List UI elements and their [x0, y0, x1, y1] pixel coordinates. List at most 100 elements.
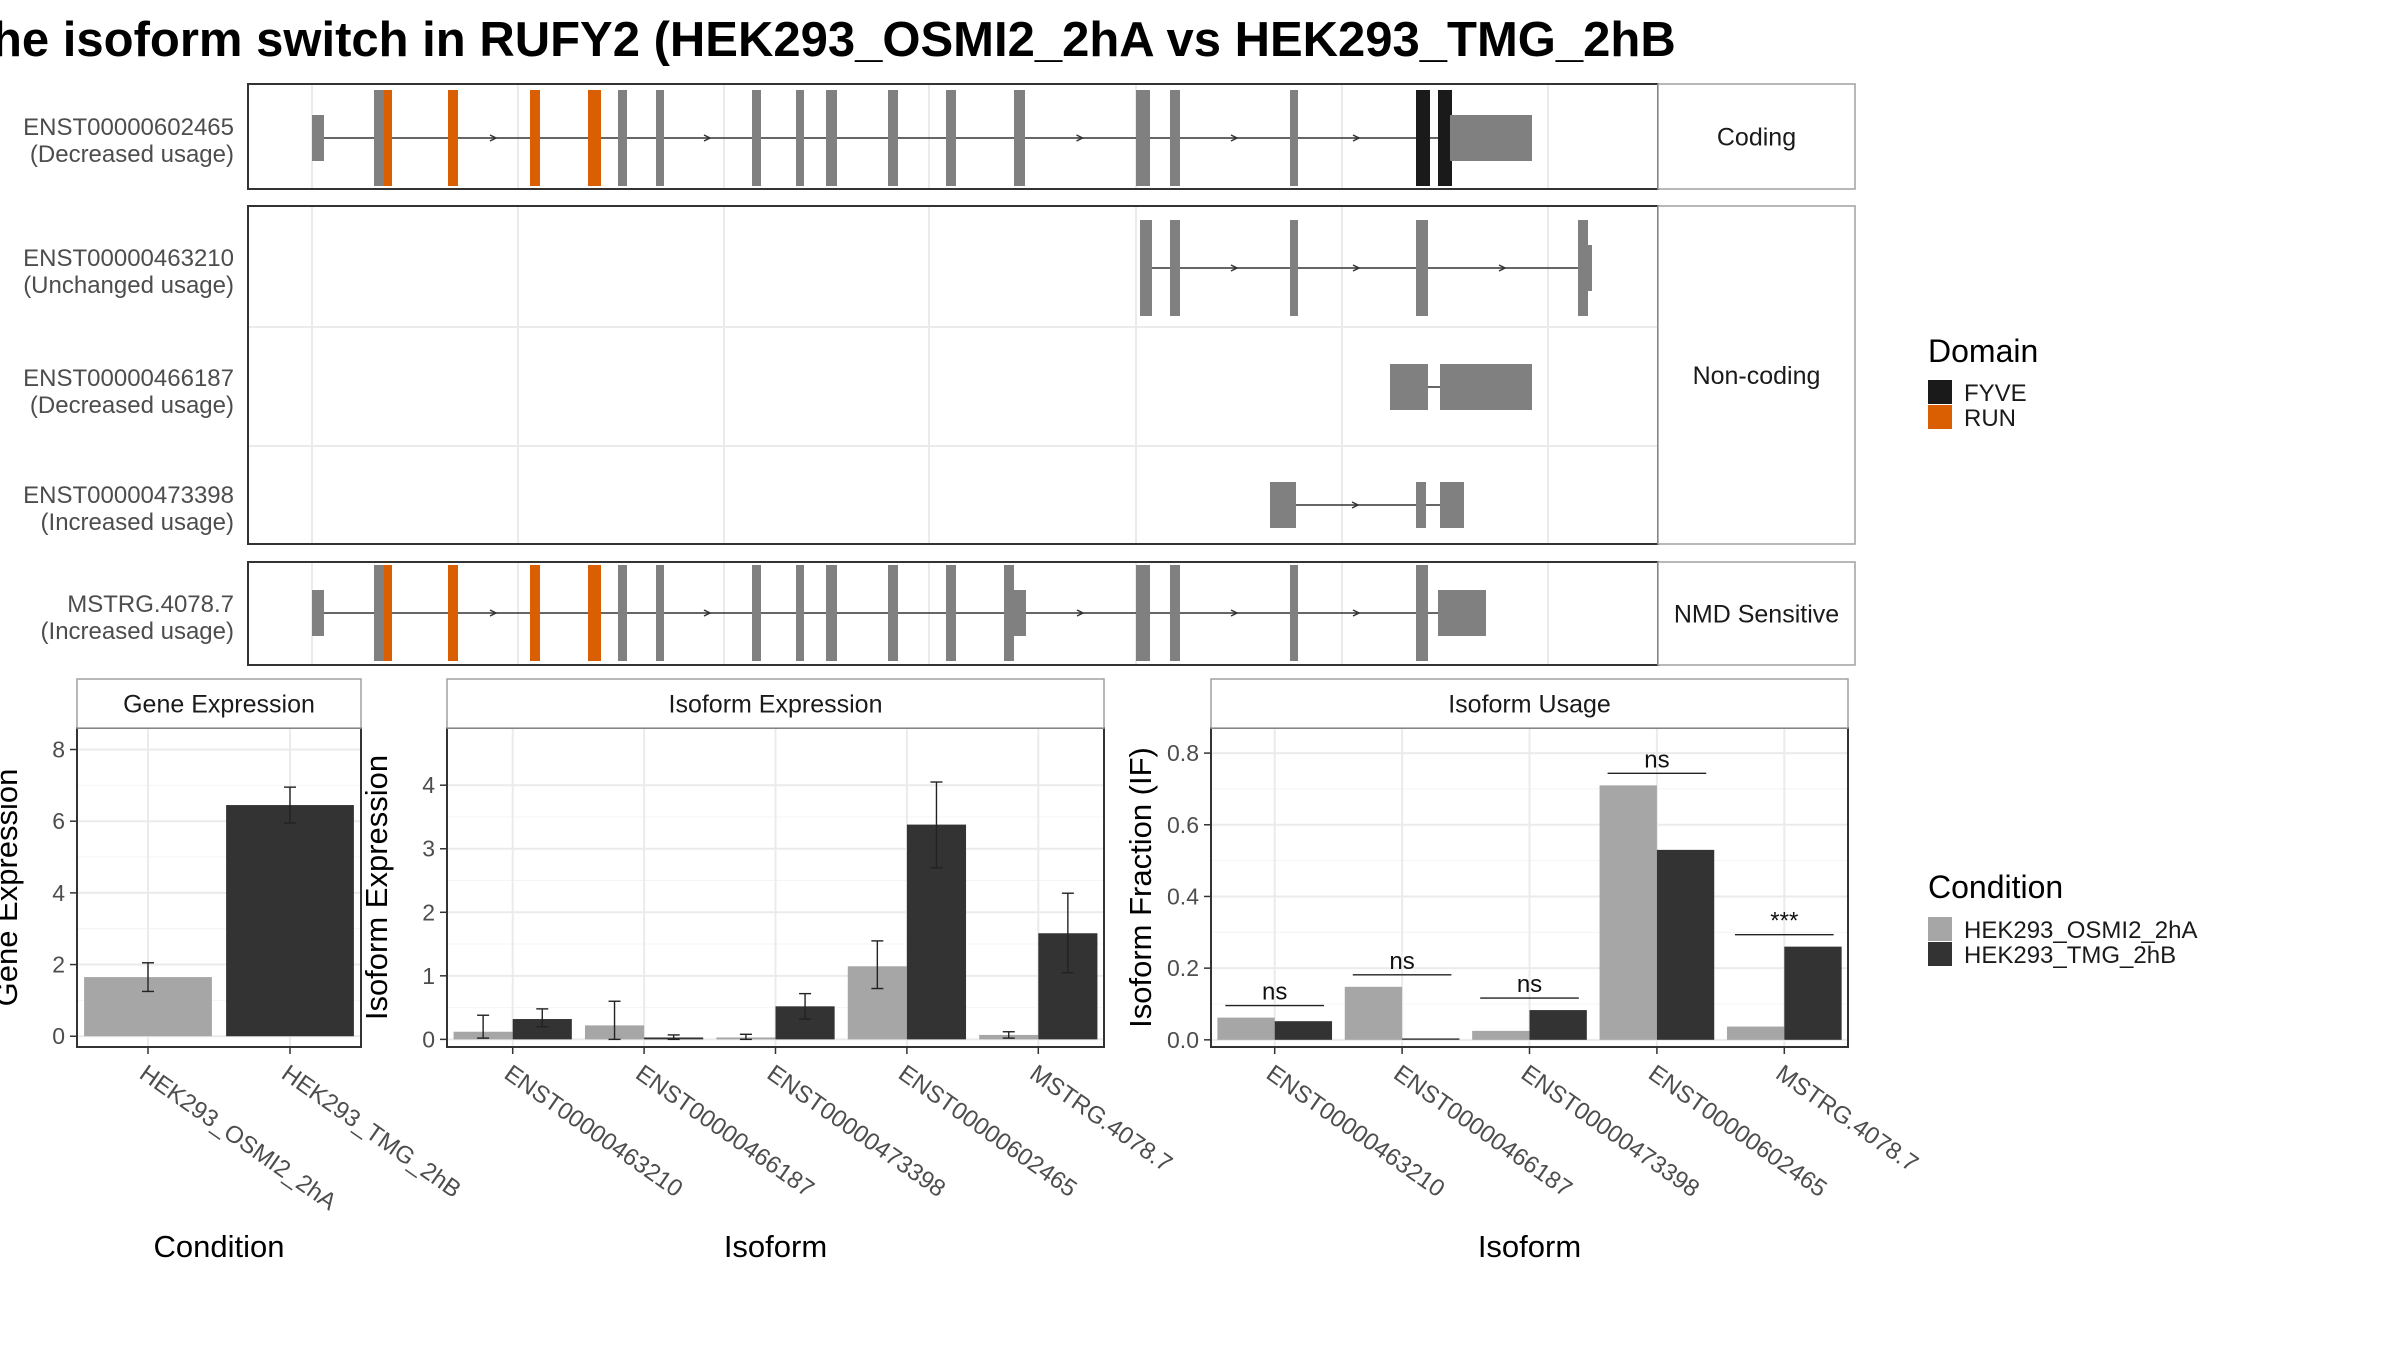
y-tick-label: 4	[52, 880, 65, 906]
chart-title: Isoform Usage	[1448, 691, 1611, 719]
run-domain-exon	[530, 90, 540, 186]
legend-key	[1928, 405, 1952, 429]
expression-bar-charts: Gene Expression02468HEK293_OSMI2_2hAHEK2…	[0, 678, 1923, 1264]
strand-arrow	[1352, 264, 1361, 272]
fyve-domain-exon	[1438, 90, 1452, 186]
facet-strip	[446, 678, 1105, 729]
transcript-id-label: MSTRG.4078.7	[67, 591, 234, 618]
exon	[1014, 90, 1025, 186]
exon	[1010, 590, 1026, 636]
facet-strip-label: Non-coding	[1693, 362, 1821, 390]
exon	[826, 565, 837, 661]
y-tick-label: 0.0	[1167, 1027, 1199, 1053]
transcript-id-label: ENST00000463210	[23, 245, 234, 272]
exon	[1140, 220, 1152, 316]
strand-arrow	[1351, 501, 1360, 509]
strand-arrow	[1352, 609, 1361, 617]
exon	[796, 565, 804, 661]
x-axis-title: Condition	[154, 1229, 285, 1264]
strand-arrow	[703, 609, 712, 617]
exon	[1170, 90, 1180, 186]
bar	[226, 805, 354, 1037]
exon	[946, 565, 956, 661]
exon	[1290, 90, 1298, 186]
transcript-usage-label: (Decreased usage)	[30, 141, 234, 168]
significance-label: ns	[1262, 979, 1287, 1006]
fyve-domain-exon	[1416, 90, 1430, 186]
chart-title: Isoform Expression	[669, 691, 883, 719]
exon	[752, 565, 761, 661]
exon	[1416, 220, 1428, 316]
exon	[946, 90, 956, 186]
bar	[1529, 1010, 1587, 1040]
y-tick-label: 0	[422, 1026, 435, 1052]
bar	[1599, 785, 1657, 1040]
exon	[1170, 220, 1180, 316]
run-domain-exon	[588, 90, 601, 186]
legend-key	[1928, 917, 1952, 941]
legend-label: RUN	[1964, 405, 2016, 432]
legend-label: HEK293_OSMI2_2hA	[1964, 917, 2197, 944]
facet-strip	[1657, 561, 1856, 666]
exon	[888, 565, 898, 661]
transcript-usage-label: (Unchanged usage)	[23, 272, 234, 299]
legend-label: HEK293_TMG_2hB	[1964, 942, 2176, 969]
strand-arrow	[489, 134, 498, 142]
condition-legend-title: Condition	[1928, 869, 2063, 905]
significance-label: ns	[1389, 948, 1414, 975]
y-tick-label: 0.4	[1167, 883, 1199, 909]
bar	[1472, 1030, 1530, 1040]
y-tick-label: 6	[52, 808, 65, 834]
transcript-id-label: ENST00000466187	[23, 365, 234, 392]
exon	[374, 565, 385, 661]
exon	[312, 115, 324, 161]
run-domain-exon	[448, 90, 458, 186]
y-tick-label: 4	[422, 772, 435, 798]
exon	[1170, 565, 1180, 661]
strand-arrow	[703, 134, 712, 142]
run-domain-exon	[530, 565, 540, 661]
exon	[752, 90, 761, 186]
y-axis-title: Isoform Fraction (IF)	[1123, 747, 1158, 1028]
run-domain-exon	[588, 565, 601, 661]
exon	[1440, 482, 1464, 528]
domain-legend-title: Domain	[1928, 333, 2038, 369]
facet-strip	[1657, 83, 1856, 190]
exon	[618, 90, 627, 186]
exon	[1136, 90, 1150, 186]
exon	[656, 565, 664, 661]
y-tick-label: 0.2	[1167, 955, 1199, 981]
exon	[312, 590, 324, 636]
bar	[1217, 1017, 1275, 1040]
facet-strip-label: Coding	[1717, 124, 1796, 152]
exon	[1270, 482, 1296, 528]
y-axis-title: Isoform Expression	[359, 755, 394, 1020]
y-tick-label: 3	[422, 836, 435, 862]
facet-strip	[76, 678, 362, 729]
exon	[1290, 220, 1298, 316]
exon	[796, 90, 804, 186]
exon	[374, 90, 385, 186]
exon	[826, 90, 837, 186]
y-tick-label: 1	[422, 963, 435, 989]
legend-key	[1928, 942, 1952, 966]
exon	[1450, 115, 1532, 161]
y-axis-title: Gene Expression	[0, 769, 24, 1007]
significance-label: ns	[1644, 746, 1669, 773]
exon	[1578, 220, 1588, 316]
significance-label: ns	[1517, 971, 1542, 998]
bar	[512, 1019, 572, 1040]
transcript-id-label: ENST00000473398	[23, 482, 234, 509]
x-axis-title: Isoform	[1478, 1229, 1581, 1264]
significance-label: ***	[1770, 908, 1798, 935]
bar	[1274, 1021, 1333, 1040]
exon	[1438, 590, 1486, 636]
y-tick-label: 2	[422, 899, 435, 925]
y-tick-label: 0.8	[1167, 740, 1199, 766]
bar	[1656, 849, 1715, 1040]
run-domain-exon	[448, 565, 458, 661]
exon	[1416, 482, 1426, 528]
strand-arrow	[1352, 134, 1361, 142]
